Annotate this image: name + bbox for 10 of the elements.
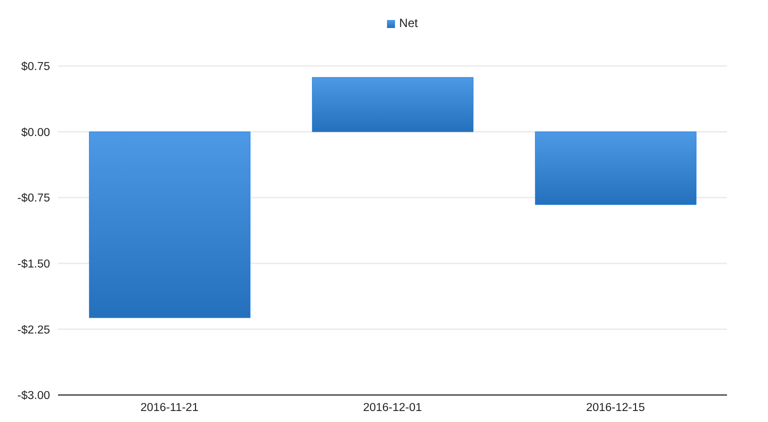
x-tick-label: 2016-12-15 xyxy=(586,402,645,414)
legend-label: Net xyxy=(399,16,418,30)
x-tick-label: 2016-11-21 xyxy=(140,402,198,414)
y-tick-label: -$0.75 xyxy=(17,192,50,205)
y-tick-label: -$2.25 xyxy=(17,324,50,336)
y-tick-label: -$3.00 xyxy=(17,390,50,402)
y-tick-label: $0.00 xyxy=(21,126,50,139)
y-tick-label: $0.75 xyxy=(21,61,50,74)
x-tick-label: 2016-12-01 xyxy=(363,402,422,414)
y-tick-label: -$1.50 xyxy=(17,258,50,270)
